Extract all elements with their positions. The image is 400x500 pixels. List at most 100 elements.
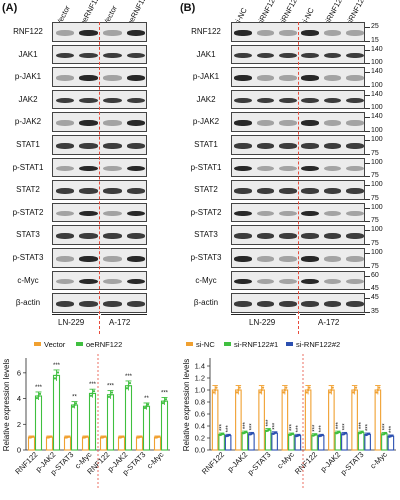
blot-band [346, 30, 364, 36]
mw-tick [365, 85, 370, 87]
blot-band [323, 52, 342, 59]
data-point [354, 386, 358, 389]
blot-band [79, 301, 98, 307]
blot-band [79, 143, 98, 149]
x-tick-label: p-STAT3 [339, 450, 366, 477]
mw-tick [365, 185, 370, 187]
blot-band [126, 97, 146, 104]
y-tick-label: 0.8 [195, 398, 205, 407]
mw-tick [365, 266, 370, 268]
blot-label: p-STAT3 [190, 253, 222, 262]
bar [328, 389, 335, 451]
data-point [251, 432, 254, 435]
data-point [238, 386, 241, 389]
blot-band [301, 52, 319, 59]
bar [288, 433, 295, 451]
data-point [237, 388, 240, 392]
data-point [274, 431, 278, 434]
bar [235, 389, 242, 451]
blot-band [126, 52, 146, 59]
significance-mark: *** [366, 423, 372, 431]
blot-label: RNF122 [191, 27, 221, 36]
blot-label: JAK1 [196, 49, 216, 59]
mw-tick [365, 94, 370, 96]
legend-swatch [34, 342, 41, 346]
blot-label: STAT1 [16, 140, 40, 149]
bar [224, 435, 232, 451]
blot-band [256, 30, 275, 36]
data-point [391, 434, 394, 437]
blot-label: p-STAT1 [190, 162, 222, 172]
data-point [283, 388, 286, 392]
significance-mark: *** [336, 421, 342, 429]
mw-label: 75 [371, 172, 379, 180]
data-point [74, 402, 78, 405]
blot-label: RNF122 [13, 27, 43, 36]
data-point [49, 435, 53, 438]
panel-a-bracket-ln229 [52, 314, 98, 315]
blot-band [55, 30, 75, 36]
mw-tick [365, 131, 370, 132]
blot-band [126, 301, 146, 307]
blot-band [323, 97, 342, 104]
panel-a-cell-line-ln229: LN-229 [58, 318, 85, 327]
data-point [89, 394, 93, 397]
data-point [139, 435, 143, 438]
legend-label: si-NC [196, 340, 215, 349]
blot-band [79, 233, 98, 239]
blot-band [234, 233, 252, 239]
blot-band [279, 233, 297, 239]
blot-band [301, 30, 319, 36]
data-point [214, 388, 217, 392]
mw-tick [365, 230, 370, 232]
blot-band [256, 75, 275, 81]
bar [218, 433, 225, 451]
data-point [282, 391, 285, 394]
data-point [163, 400, 166, 403]
mw-label: 140 [371, 90, 383, 98]
bar [341, 433, 348, 451]
blot-band [256, 301, 275, 307]
legend-swatch [186, 342, 193, 346]
blot-band [346, 165, 364, 172]
data-point [308, 386, 311, 389]
legend-label: si-RNF122#2 [296, 340, 340, 349]
mw-label: 60 [371, 271, 379, 279]
data-point [352, 391, 355, 394]
mw-label: 75 [371, 149, 379, 157]
data-point [146, 403, 150, 406]
bar [70, 404, 79, 451]
blot-band [55, 301, 75, 307]
blot-band [55, 165, 75, 172]
panel-a-bracket-a172 [101, 314, 147, 315]
panel-a-bar-chart: Vector oeRNF122 0 2 4 6 Relative expression le… [2, 340, 170, 490]
y-tick-label: 4 [17, 394, 21, 403]
y-tick-label: 2 [17, 420, 21, 429]
significance-mark: *** [273, 422, 279, 430]
blot-band [79, 278, 98, 285]
blot-band [256, 165, 275, 172]
data-point [157, 435, 161, 438]
blot-band [79, 188, 98, 194]
legend-label: si-RNF122#1 [234, 340, 278, 349]
blot-band [126, 233, 146, 239]
blot-band [301, 188, 319, 194]
legend-swatch [224, 342, 231, 346]
data-point [338, 430, 341, 434]
x-tick-label: c-Myc [368, 450, 389, 471]
panel-b-divider [298, 22, 299, 334]
y-tick-label: 0 [17, 446, 21, 455]
data-point [285, 386, 288, 389]
blot-band [256, 52, 275, 59]
bar [52, 374, 61, 451]
blot-label: p-STAT1 [12, 162, 44, 172]
bar [88, 392, 97, 451]
x-tick-label: c-Myc [145, 450, 166, 471]
blot-band [55, 188, 75, 194]
bar [304, 389, 312, 451]
panel-b-bracket-ln229 [231, 314, 296, 315]
mw-label: 100 [371, 158, 383, 166]
legend-swatch [76, 342, 83, 346]
mw-tick [365, 162, 370, 164]
blot-band [126, 210, 146, 217]
